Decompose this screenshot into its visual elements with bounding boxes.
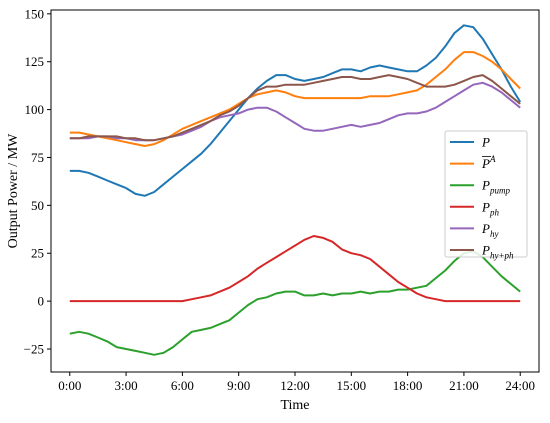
legend-label: Pph [481, 199, 499, 217]
legend: P PA Ppump Pph Phy Phy+ph [444, 130, 528, 261]
y-tick-label: 150 [25, 6, 45, 21]
x-axis-title: Time [280, 398, 309, 413]
x-tick-label: 21:00 [449, 378, 479, 393]
x-tick-label: 6:00 [171, 378, 194, 393]
series-line-3 [69, 235, 521, 303]
x-tick-label: 9:00 [227, 378, 250, 393]
series-line-1 [69, 51, 521, 147]
x-tick-label: 18:00 [393, 378, 423, 393]
y-tick-label: 125 [25, 54, 45, 69]
series-line-0 [69, 24, 522, 197]
series-line-5 [69, 74, 521, 142]
axes: 0:00 3:00 6:00 9:00 12:00 15:00 18:00 21:00 24:0… [24, 6, 535, 393]
y-tick-label: 25 [31, 246, 44, 261]
x-tick-label: 12:00 [280, 378, 310, 393]
series-line-2 [69, 250, 521, 356]
legend-label: Ppump [481, 178, 510, 196]
x-tick-label: 3:00 [115, 378, 138, 393]
x-tick-label: 15:00 [336, 378, 366, 393]
legend-frame [444, 130, 528, 258]
legend-label: P [481, 135, 490, 150]
x-tick-label: 24:00 [505, 378, 535, 393]
y-tick-label: 100 [25, 102, 45, 117]
y-tick-label: 0 [38, 294, 45, 309]
x-tick-label: 0:00 [58, 378, 81, 393]
y-tick-label: −25 [24, 342, 44, 357]
legend-label: PA [481, 154, 496, 171]
y-tick-label: 75 [31, 150, 44, 165]
legend-label: Phy [481, 221, 498, 239]
y-axis-title: Output Power / MW [6, 133, 21, 249]
y-tick-label: 50 [31, 198, 44, 213]
series-lines [69, 24, 522, 356]
legend-label: Phy+ph [481, 243, 514, 261]
